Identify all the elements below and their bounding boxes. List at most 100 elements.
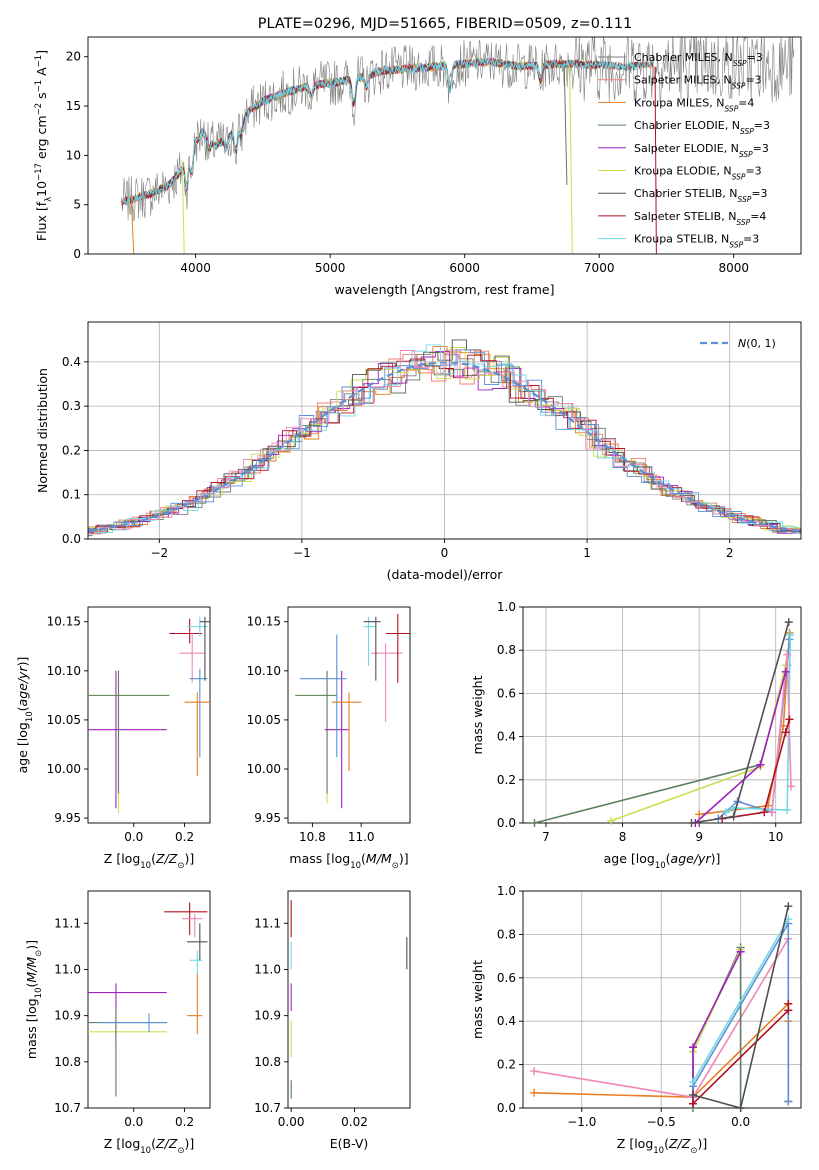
weight-marker [756,760,765,769]
age-vs-metallicity-panel: 0.0 0.2 9.95 10.00 10.05 10.10 10.15 Z [log10(Z… [15,606,211,871]
y-tick-label: 0.4 [497,730,516,744]
y-tick-label: 0.3 [62,399,81,413]
weight-marker [784,999,793,1008]
spectrum-panel: 4000 5000 6000 7000 8000 0 5 10 15 20 wavelength [… [34,36,802,297]
y-tick-label: 10.7 [254,1101,281,1115]
y-tick-label: 10.15 [247,615,281,629]
age-vs-mass-panel: 10.8 11.0 9.95 10.00 10.05 10.10 10.15 mass [lo… [247,606,411,871]
y-tick-label: 10.10 [247,664,281,678]
legend-label: Salpeter STELIB, NSSP=4 [634,210,766,227]
weight-marker [729,812,738,821]
histogram-series [88,354,801,532]
y-tick-label: 0 [73,247,81,261]
legend-label: Kroupa MILES, NSSP=4 [634,96,754,113]
y-tick-label: 0.0 [497,816,516,830]
weight-marker [781,728,790,737]
y-axis-label: age [log10(age/yr)] [15,657,35,774]
weight-marker [530,1088,539,1097]
axes-frame [287,890,411,1109]
y-tick-label: 0.2 [497,773,516,787]
x-tick-label: 4000 [180,261,211,275]
x-tick-label: 0.02 [341,1115,368,1129]
error-bar-point [363,616,376,666]
histogram-series [88,350,801,535]
error-bar-point [295,670,337,794]
y-tick-label: 10.9 [254,1009,281,1023]
y-tick-label: 10.00 [47,762,81,776]
weight-marker [607,816,616,825]
x-tick-label: 1 [583,546,591,560]
y-tick-label: 10.8 [54,1055,81,1069]
y-tick-label: 10.15 [47,615,81,629]
error-bar-point [179,633,205,683]
x-tick-label: 0.0 [124,830,143,844]
weight-marker [721,808,730,817]
y-tick-label: 5 [73,198,81,212]
error-bar-point [331,692,362,771]
error-bar-point [187,616,208,637]
spectrum-lines [121,37,795,255]
x-tick-label: 0.0 [731,1115,750,1129]
error-bar-point [385,613,410,683]
axes-frame [522,606,802,824]
weight-marker [787,782,796,791]
axes-frame [87,890,211,1109]
x-tick-label: 7000 [584,261,615,275]
weight-line [721,719,791,820]
weight-marker [688,1077,697,1086]
y-tick-label: 10.00 [247,762,281,776]
error-bar-point [199,616,210,681]
weight-marker [688,1090,697,1099]
y-tick-label: 15 [66,99,81,113]
weight-marker [736,1104,745,1112]
spectrum-drop [654,66,657,255]
legend-label: Chabrier STELIB, NSSP=3 [634,187,768,204]
y-axis-label: mass weight [470,960,485,1039]
x-axis-label: age [log10(age/yr)] [604,851,721,871]
spectrum-axes: 4000 5000 6000 7000 8000 0 5 10 15 20 wavelength [… [34,36,802,297]
y-tick-label: 0.2 [497,1058,516,1072]
x-tick-label: 10.8 [299,830,326,844]
legend-label: N(0, 1) [738,337,776,350]
y-tick-label: 10.8 [254,1055,281,1069]
y-tick-label: 0.1 [62,488,81,502]
axes-frame [287,606,411,824]
x-tick-label: 5000 [315,261,346,275]
y-tick-label: 0.4 [497,1014,516,1028]
y-tick-label: 0.8 [497,643,516,657]
y-tick-label: 9.95 [54,811,81,825]
x-tick-label: 6000 [449,261,480,275]
x-tick-label: −1 [293,546,311,560]
y-tick-label: 0.0 [497,1101,516,1115]
x-tick-label: −2 [150,546,168,560]
spectrum-line [121,37,795,222]
y-axis-label: Normed distribution [35,368,50,493]
massweight-vs-age-panel: 7 8 9 10 0.0 0.2 0.4 0.6 0.8 1.0 age [log10(age/yr… [470,600,802,871]
weight-marker [688,1099,697,1108]
x-tick-label: 2 [726,546,734,560]
x-axis-label: wavelength [Angstrom, rest frame] [334,282,554,297]
y-tick-label: 11.1 [54,916,81,930]
error-bar-point [295,670,337,804]
y-axis-label: mass weight [470,675,485,754]
y-tick-label: 0.8 [497,927,516,941]
x-tick-label: −0.5 [647,1115,676,1129]
y-tick-label: 10.10 [47,664,81,678]
spectrum-drop [181,160,185,255]
weight-line [610,665,787,822]
legend-label: Kroupa ELODIE, NSSP=3 [634,165,762,182]
x-tick-label: −1.0 [567,1115,596,1129]
weight-marker [736,947,745,956]
x-tick-label: 0.2 [175,830,194,844]
mass-vs-metallicity-panel: 0.0 0.2 10.7 10.8 10.9 11.0 11.1 Z [log10(Z/Z⊙)… [24,890,211,1156]
error-bar-point [88,670,170,794]
y-tick-label: 10.7 [54,1101,81,1115]
weight-marker [783,650,792,659]
x-tick-label: 0 [441,546,449,560]
massweight-vs-metallicity-panel: −1.0 −0.5 0.0 0.0 0.2 0.4 0.6 0.8 1.0 Z [log10(Z/… [470,884,802,1156]
x-axis-label: Z [log10(Z/Z⊙)] [104,1136,194,1156]
y-tick-label: 11.0 [254,962,281,976]
y-tick-label: 11.1 [254,916,281,930]
x-tick-label: 0.00 [278,1115,305,1129]
error-bar-point [187,974,203,1035]
